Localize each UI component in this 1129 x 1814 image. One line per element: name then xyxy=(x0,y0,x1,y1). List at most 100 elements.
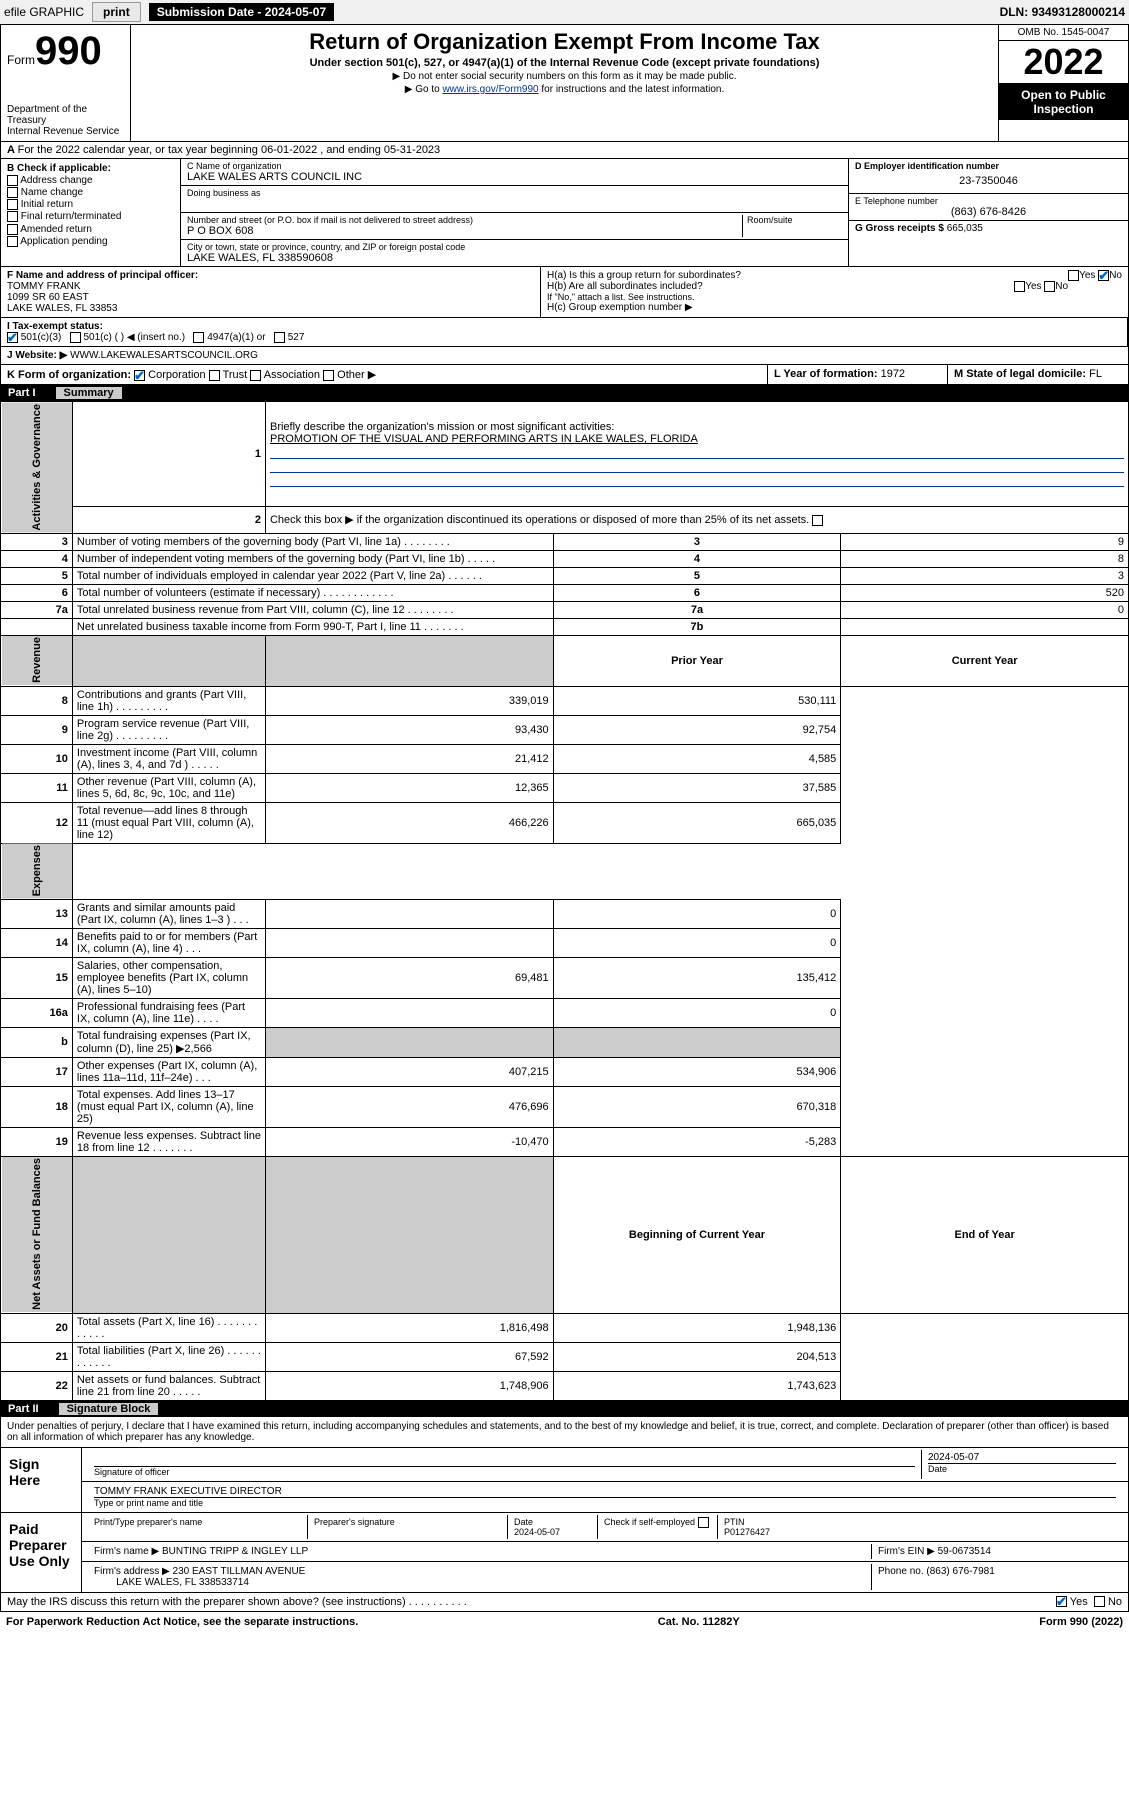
sign-here-block: Sign Here Signature of officer 2024-05-0… xyxy=(0,1448,1129,1513)
officer-addr1: 1099 SR 60 EAST xyxy=(7,292,534,303)
table-row: 12Total revenue—add lines 8 through 11 (… xyxy=(1,802,1129,843)
table-row: 10Investment income (Part VIII, column (… xyxy=(1,744,1129,773)
firm-addr: 230 EAST TILLMAN AVENUE xyxy=(173,1566,306,1577)
table-row: 7aTotal unrelated business revenue from … xyxy=(1,601,1129,618)
paid-preparer-block: Paid Preparer Use Only Print/Type prepar… xyxy=(0,1513,1129,1593)
dept-label: Department of the Treasury xyxy=(7,104,124,126)
form-note1: ▶ Do not enter social security numbers o… xyxy=(137,71,992,82)
checkbox-discuss-no[interactable] xyxy=(1094,1596,1105,1607)
table-row: 5Total number of individuals employed in… xyxy=(1,567,1129,584)
form-org-label: K Form of organization: xyxy=(7,369,131,381)
hb-label: H(b) Are all subordinates included? xyxy=(547,281,703,292)
checkbox-other[interactable] xyxy=(323,370,334,381)
checkbox-name-change[interactable] xyxy=(7,187,18,198)
top-bar: efile GRAPHIC print Submission Date - 20… xyxy=(0,0,1129,25)
irs-link[interactable]: www.irs.gov/Form990 xyxy=(442,84,538,95)
firm-name: BUNTING TRIPP & INGLEY LLP xyxy=(162,1546,308,1557)
table-row: 11Other revenue (Part VIII, column (A), … xyxy=(1,773,1129,802)
checkbox-501c[interactable] xyxy=(70,332,81,343)
ein-label: D Employer identification number xyxy=(855,161,1122,171)
table-row: Net unrelated business taxable income fr… xyxy=(1,618,1129,635)
part1-header: Part I Summary xyxy=(0,385,1129,401)
tax-status-block: I Tax-exempt status: 501(c)(3) 501(c) ( … xyxy=(0,318,1129,347)
form-header: Form990 Department of the Treasury Inter… xyxy=(0,25,1129,142)
open-public-badge: Open to Public Inspection xyxy=(999,84,1128,120)
checkbox-initial-return[interactable] xyxy=(7,199,18,210)
submission-date: Submission Date - 2024-05-07 xyxy=(149,3,334,21)
dba-label: Doing business as xyxy=(187,188,842,198)
ha-label: H(a) Is this a group return for subordin… xyxy=(547,270,741,281)
section-netassets: Net Assets or Fund Balances xyxy=(1,1156,73,1313)
year-formation: 1972 xyxy=(881,368,905,380)
checkbox-4947[interactable] xyxy=(193,332,204,343)
officer-sig-name: TOMMY FRANK EXECUTIVE DIRECTOR xyxy=(94,1486,282,1497)
org-city: LAKE WALES, FL 338590608 xyxy=(187,252,842,264)
officer-group-block: F Name and address of principal officer:… xyxy=(0,267,1129,318)
checkbox-app-pending[interactable] xyxy=(7,236,18,247)
website-label: J Website: ▶ xyxy=(7,350,67,361)
phone-value: (863) 676-8426 xyxy=(855,206,1122,218)
table-row: 9Program service revenue (Part VIII, lin… xyxy=(1,715,1129,744)
table-row: 18Total expenses. Add lines 13–17 (must … xyxy=(1,1086,1129,1127)
checkbox-self-employed[interactable] xyxy=(698,1517,709,1528)
part2-header: Part II Signature Block xyxy=(0,1401,1129,1417)
domicile: FL xyxy=(1089,368,1102,380)
checkbox-discontinued[interactable] xyxy=(812,515,823,526)
officer-label: F Name and address of principal officer: xyxy=(7,270,534,281)
checkbox-address-change[interactable] xyxy=(7,175,18,186)
table-row: 16aProfessional fundraising fees (Part I… xyxy=(1,998,1129,1027)
checkbox-ha-no[interactable] xyxy=(1098,270,1109,281)
checkbox-hb-no[interactable] xyxy=(1044,281,1055,292)
form-note2: ▶ Go to www.irs.gov/Form990 for instruct… xyxy=(137,84,992,95)
efile-label: efile GRAPHIC xyxy=(4,5,84,19)
print-button[interactable]: print xyxy=(92,2,141,22)
pra-notice: For Paperwork Reduction Act Notice, see … xyxy=(6,1616,358,1628)
org-name-label: C Name of organization xyxy=(187,161,842,171)
table-row: 22Net assets or fund balances. Subtract … xyxy=(1,1371,1129,1400)
checkbox-final-return[interactable] xyxy=(7,211,18,222)
checkbox-hb-yes[interactable] xyxy=(1014,281,1025,292)
line-a: A For the 2022 calendar year, or tax yea… xyxy=(0,142,1129,159)
section-expenses: Expenses xyxy=(1,843,73,899)
org-address: P O BOX 608 xyxy=(187,225,742,237)
checkbox-corp[interactable] xyxy=(134,370,145,381)
form-label: Form xyxy=(7,53,35,67)
addr-label: Number and street (or P.O. box if mail i… xyxy=(187,215,742,225)
checkbox-amended[interactable] xyxy=(7,224,18,235)
hc-label: H(c) Group exemption number ▶ xyxy=(547,302,1122,313)
checkbox-discuss-yes[interactable] xyxy=(1056,1596,1067,1607)
discuss-row: May the IRS discuss this return with the… xyxy=(0,1593,1129,1612)
tax-status-label: I Tax-exempt status: xyxy=(7,321,103,332)
table-row: 4Number of independent voting members of… xyxy=(1,550,1129,567)
checkbox-501c3[interactable] xyxy=(7,332,18,343)
mission-text: PROMOTION OF THE VISUAL AND PERFORMING A… xyxy=(270,433,698,445)
table-row: 21Total liabilities (Part X, line 26) . … xyxy=(1,1342,1129,1371)
tax-year: 2022 xyxy=(999,41,1128,84)
checkbox-ha-yes[interactable] xyxy=(1068,270,1079,281)
form-title: Return of Organization Exempt From Incom… xyxy=(137,29,992,55)
checkbox-trust[interactable] xyxy=(209,370,220,381)
section-governance: Activities & Governance xyxy=(1,402,73,534)
officer-addr2: LAKE WALES, FL 33853 xyxy=(7,303,534,314)
hb-note: If "No," attach a list. See instructions… xyxy=(547,292,1122,302)
ein-value: 23-7350046 xyxy=(855,171,1122,191)
form-number: 990 xyxy=(35,29,102,73)
year-formation-label: L Year of formation: xyxy=(774,368,878,380)
table-row: bTotal fundraising expenses (Part IX, co… xyxy=(1,1027,1129,1057)
checkbox-assoc[interactable] xyxy=(250,370,261,381)
col-b: B Check if applicable: Address change Na… xyxy=(1,159,181,266)
entity-block: B Check if applicable: Address change Na… xyxy=(0,159,1129,267)
table-row: 20Total assets (Part X, line 16) . . . .… xyxy=(1,1313,1129,1342)
summary-table: Activities & Governance 1 Briefly descri… xyxy=(0,401,1129,1401)
table-row: 3Number of voting members of the governi… xyxy=(1,533,1129,550)
city-label: City or town, state or province, country… xyxy=(187,242,842,252)
gross-value: 665,035 xyxy=(947,223,983,234)
room-label: Room/suite xyxy=(747,215,842,225)
domicile-label: M State of legal domicile: xyxy=(954,368,1086,380)
officer-name: TOMMY FRANK xyxy=(7,281,534,292)
phone-label: E Telephone number xyxy=(855,196,1122,206)
website-block: J Website: ▶ WWW.LAKEWALESARTSCOUNCIL.OR… xyxy=(0,347,1129,365)
page-footer: For Paperwork Reduction Act Notice, see … xyxy=(0,1612,1129,1632)
table-row: 6Total number of volunteers (estimate if… xyxy=(1,584,1129,601)
checkbox-527[interactable] xyxy=(274,332,285,343)
